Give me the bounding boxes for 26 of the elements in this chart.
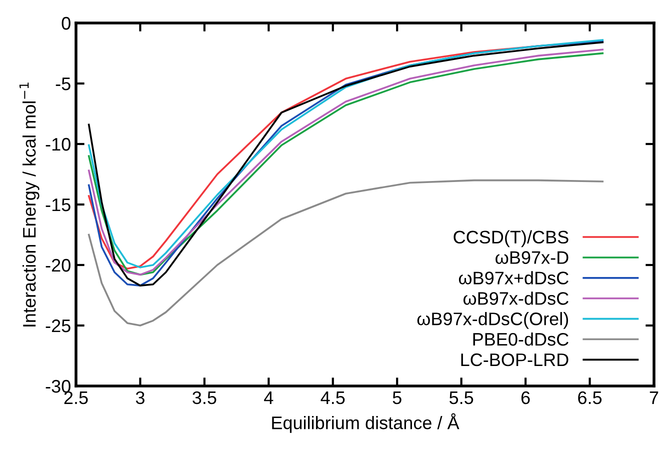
legend-label: LC-BOP-LRD: [461, 353, 568, 366]
y-axis-title: Interaction Energy / kcal mol$^{−1}$: [19, 82, 40, 326]
y-tick-label: -10: [46, 138, 70, 151]
legend-label: ωB97x+dDsC: [458, 271, 568, 284]
x-tick-label: 5: [392, 392, 402, 404]
x-tick-label: 6: [521, 391, 530, 404]
x-tick-label: 5.5: [450, 392, 474, 404]
y-tick-label: -25: [46, 319, 70, 332]
x-tick-label: 7: [650, 392, 658, 404]
x-tick-label: 3: [136, 391, 144, 404]
legend-label: CCSD(T)/CBS: [454, 230, 568, 248]
legend-label: ωB97x-dDsC(Orel): [417, 312, 568, 329]
y-tick-label: -30: [46, 380, 70, 393]
legend-label: PBE0-dDsC: [473, 332, 568, 346]
y-tick-label: -15: [46, 198, 70, 212]
x-tick-label: 4.5: [320, 392, 345, 404]
x-tick-label: 3.5: [192, 391, 216, 404]
y-tick-label: 0: [62, 16, 70, 30]
x-tick-label: 4: [264, 392, 274, 404]
legend-label: ωB97x-dDsC: [463, 292, 568, 305]
x-tick-label: 6.5: [578, 391, 602, 404]
x-axis-title: Equilibrium distance / Å: [272, 413, 460, 433]
y-tick-label: -5: [56, 78, 70, 90]
y-tick-label: -20: [46, 258, 70, 272]
x-tick-label: 2.5: [64, 391, 88, 404]
legend-label: ωB97x-D: [496, 251, 568, 264]
